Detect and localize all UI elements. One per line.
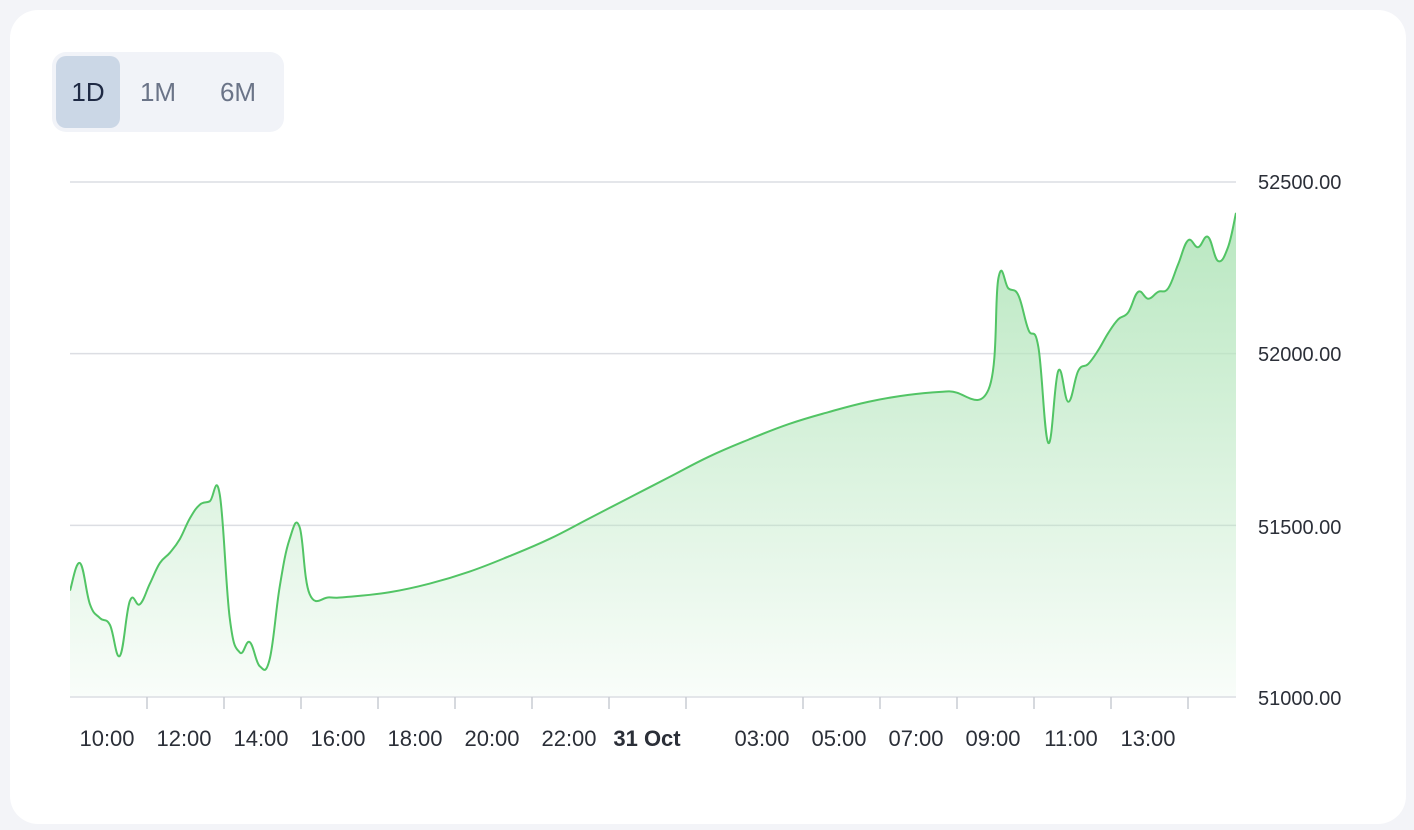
x-tick-label: 22:00 [541,726,596,751]
y-tick-label: 52000.00 [1258,344,1341,366]
range-6m-button[interactable]: 6M [206,56,270,128]
x-tick-label: 20:00 [464,726,519,751]
x-tick-label: 11:00 [1044,726,1097,751]
x-tick-label: 16:00 [310,726,365,751]
x-tick-label: 09:00 [965,726,1020,751]
x-tick-label: 07:00 [888,726,943,751]
x-tick-label: 18:00 [387,726,442,751]
x-tick-label: 12:00 [156,726,211,751]
x-tick-label: 13:00 [1120,726,1175,751]
range-1m-button[interactable]: 1M [126,56,190,128]
x-tick-label: 05:00 [811,726,866,751]
x-tick-label: 14:00 [233,726,288,751]
series-line [70,212,1236,671]
series-area [70,212,1236,697]
y-tick-label: 51500.00 [1258,517,1341,539]
y-axis: 52500.00 52000.00 51500.00 51000.00 [1258,172,1341,710]
x-tick-label-date: 31 Oct [613,726,681,751]
x-tick-label: 10:00 [79,726,134,751]
x-axis: 10:00 12:00 14:00 16:00 18:00 20:00 22:0… [79,726,1175,751]
range-1d-button[interactable]: 1D [56,56,120,128]
y-tick-label: 51000.00 [1258,688,1341,710]
x-tick-label: 03:00 [734,726,789,751]
time-range-toggle: 1D 1M 6M [52,52,284,132]
y-tick-label: 52500.00 [1258,172,1341,194]
x-axis-ticks [146,697,1189,709]
